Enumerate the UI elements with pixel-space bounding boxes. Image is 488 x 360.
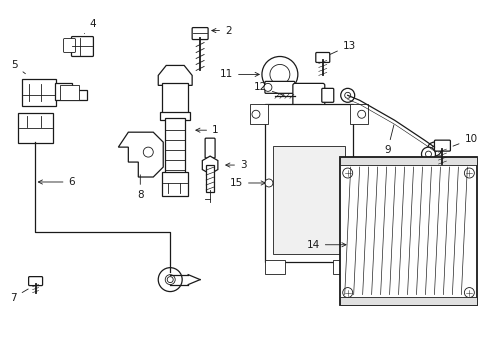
Polygon shape: [55, 84, 87, 100]
FancyBboxPatch shape: [29, 276, 42, 285]
Text: 13: 13: [329, 41, 355, 54]
FancyBboxPatch shape: [63, 39, 75, 53]
Circle shape: [342, 168, 352, 178]
Polygon shape: [202, 156, 218, 174]
Circle shape: [340, 88, 354, 102]
FancyBboxPatch shape: [264, 260, 285, 274]
FancyBboxPatch shape: [315, 53, 329, 62]
Text: 14: 14: [306, 240, 346, 250]
Text: 1: 1: [196, 125, 218, 135]
Text: 12: 12: [253, 82, 284, 95]
Text: 5: 5: [11, 60, 25, 74]
Text: 11: 11: [219, 69, 259, 80]
Circle shape: [143, 147, 153, 157]
Circle shape: [251, 110, 260, 118]
Text: 2: 2: [211, 26, 231, 36]
Polygon shape: [118, 132, 163, 177]
Circle shape: [425, 151, 430, 157]
Circle shape: [269, 64, 289, 84]
FancyBboxPatch shape: [21, 80, 56, 106]
FancyBboxPatch shape: [60, 85, 79, 100]
Circle shape: [427, 142, 441, 156]
Circle shape: [342, 288, 352, 298]
Circle shape: [167, 276, 173, 283]
Circle shape: [357, 110, 365, 118]
Bar: [165, 118, 185, 175]
FancyBboxPatch shape: [321, 88, 333, 102]
FancyBboxPatch shape: [339, 157, 476, 305]
Circle shape: [158, 268, 182, 292]
Text: 3: 3: [225, 160, 246, 170]
Bar: [339, 157, 476, 165]
FancyBboxPatch shape: [264, 104, 352, 262]
Text: 4: 4: [84, 19, 96, 33]
FancyBboxPatch shape: [71, 37, 93, 57]
FancyBboxPatch shape: [18, 113, 52, 143]
Circle shape: [262, 57, 297, 92]
FancyBboxPatch shape: [272, 146, 344, 254]
Circle shape: [165, 275, 175, 285]
Text: 15: 15: [229, 178, 264, 188]
Bar: [205, 165, 214, 192]
FancyBboxPatch shape: [349, 104, 367, 124]
FancyBboxPatch shape: [433, 140, 449, 151]
Text: 8: 8: [137, 175, 143, 200]
Bar: [339, 297, 476, 305]
FancyBboxPatch shape: [332, 260, 352, 274]
Circle shape: [464, 168, 473, 178]
Bar: [162, 84, 188, 115]
FancyBboxPatch shape: [292, 84, 324, 109]
FancyBboxPatch shape: [249, 104, 267, 124]
FancyBboxPatch shape: [162, 172, 188, 196]
FancyBboxPatch shape: [192, 28, 208, 40]
Text: 10: 10: [452, 134, 476, 146]
Circle shape: [264, 84, 271, 91]
Circle shape: [344, 92, 350, 98]
Circle shape: [430, 146, 437, 152]
FancyBboxPatch shape: [264, 81, 294, 93]
Polygon shape: [158, 66, 192, 85]
Circle shape: [421, 147, 435, 161]
Text: 6: 6: [38, 177, 75, 187]
FancyBboxPatch shape: [204, 138, 215, 158]
Text: 7: 7: [10, 289, 28, 302]
Text: 9: 9: [384, 125, 393, 155]
Circle shape: [464, 288, 473, 298]
Bar: [160, 112, 190, 120]
Circle shape: [264, 179, 272, 187]
